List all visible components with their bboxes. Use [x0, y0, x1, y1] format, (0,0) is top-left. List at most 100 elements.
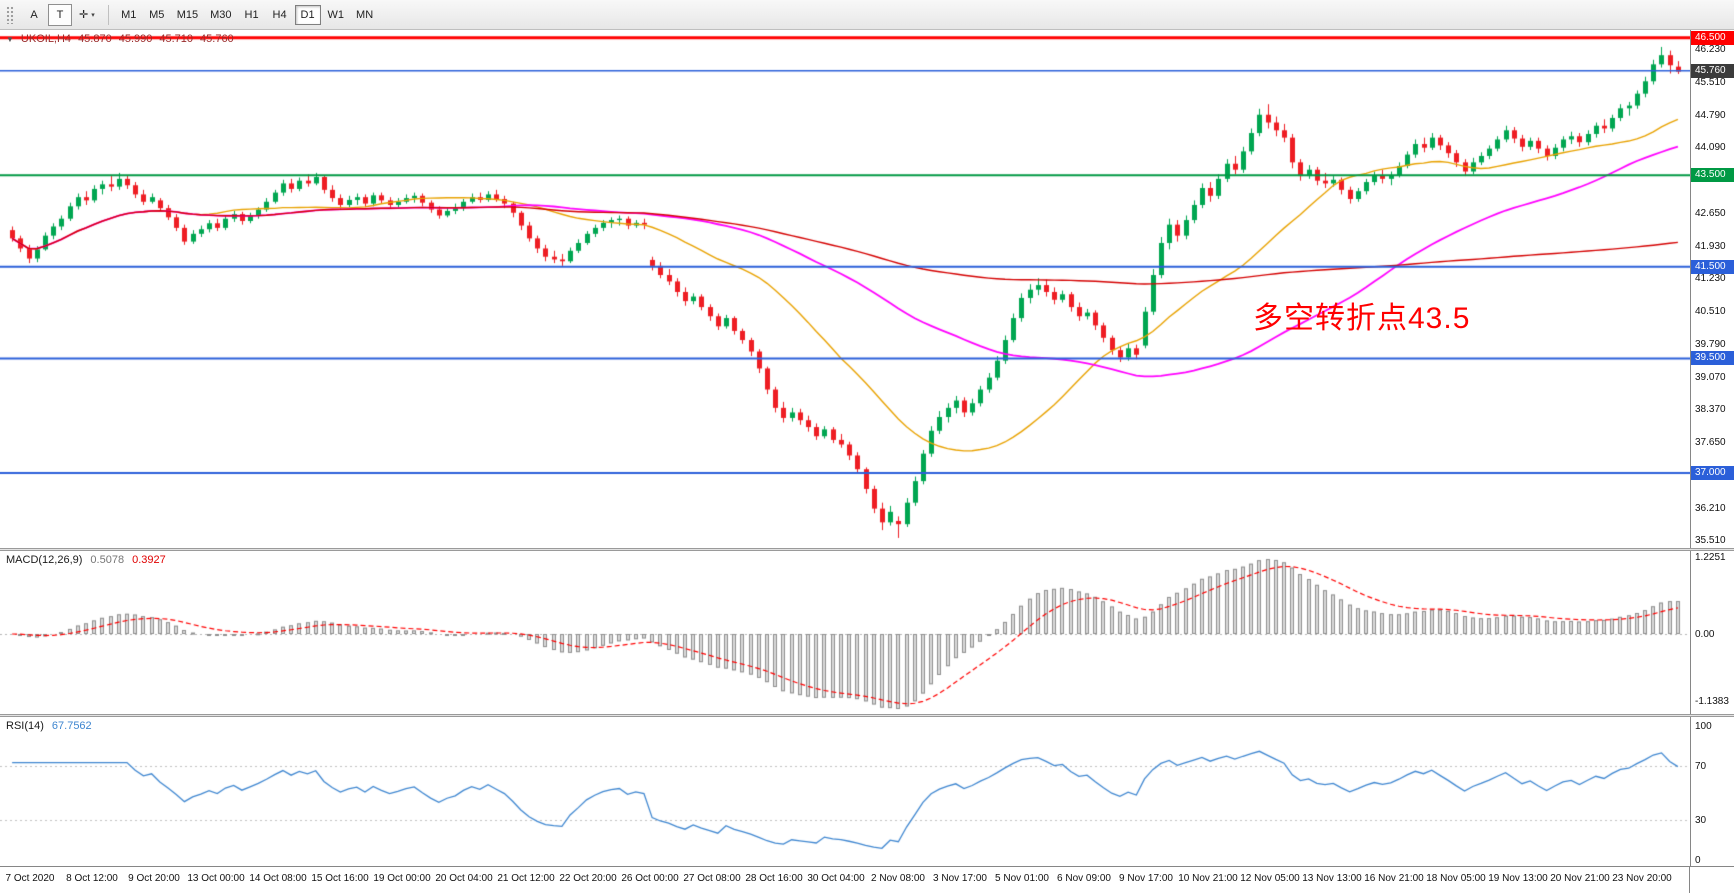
time-axis-label: 6 Nov 09:00: [1057, 873, 1111, 884]
time-axis-label: 13 Oct 00:00: [187, 873, 245, 884]
time-axis-label: 26 Oct 00:00: [621, 873, 679, 884]
macd-tick: -1.1383: [1695, 696, 1729, 707]
crosshair-icon: ✛: [79, 9, 89, 21]
time-axis-label: 27 Oct 08:00: [683, 873, 741, 884]
timeframe-button-w1[interactable]: W1: [323, 5, 350, 25]
price-line-label: 41.500: [1691, 259, 1734, 274]
panel-separator-macd[interactable]: [0, 548, 1734, 551]
price-tick: 45.510: [1695, 77, 1726, 89]
rsi-name: RSI(14): [6, 720, 44, 732]
time-axis-label: 12 Nov 05:00: [1240, 873, 1300, 884]
price-panel: ▼ UKOIL,H4 45.870 45.990 45.710 45.760 多…: [0, 30, 1734, 548]
toolbar-divider: [107, 4, 109, 25]
rsi-tick: 70: [1695, 761, 1707, 773]
price-tick: 39.790: [1695, 339, 1726, 351]
time-axis-label: 7 Oct 2020: [5, 873, 55, 884]
macd-panel: MACD(12,26,9) 0.5078 0.3927 1.2251 0.00 -1…: [0, 551, 1734, 714]
symbol-ohlc-header: ▼ UKOIL,H4 45.870 45.990 45.710 45.760: [6, 33, 234, 45]
price-line-label: 46.500: [1691, 30, 1734, 45]
rsi-tick: 0: [1695, 855, 1701, 866]
macd-label: MACD(12,26,9) 0.5078 0.3927: [6, 554, 166, 566]
text-tool-button[interactable]: T: [48, 3, 72, 26]
ohlc-open: 45.870: [78, 33, 112, 45]
symbol-collapse-icon[interactable]: ▼: [6, 34, 14, 44]
price-line-label: 43.500: [1691, 168, 1734, 183]
price-tick: 35.510: [1695, 535, 1726, 547]
price-line-label: 37.000: [1691, 465, 1734, 480]
panel-separator-rsi[interactable]: [0, 714, 1734, 717]
time-axis-label: 22 Oct 20:00: [559, 873, 617, 884]
chart-annotation-text[interactable]: 多空转折点43.5: [1253, 302, 1471, 335]
timeframe-button-m15[interactable]: M15: [172, 5, 203, 25]
rsi-tick: 30: [1695, 814, 1707, 826]
time-axis-label: 20 Nov 21:00: [1550, 873, 1610, 884]
price-tick: 44.090: [1695, 142, 1726, 154]
time-axis[interactable]: 7 Oct 2020 8 Oct 12:00 9 Oct 20:00 13 Oct 0…: [0, 866, 1734, 893]
time-axis-label: 8 Oct 12:00: [66, 873, 118, 884]
price-chart-canvas[interactable]: [0, 30, 1690, 548]
rsi-panel: RSI(14) 67.7562 100 70 30 0: [0, 717, 1734, 866]
timeframe-buttons: M1 M5 M15 M30 H1 H4 D1 W1 MN: [116, 4, 378, 25]
price-tick: 44.790: [1695, 110, 1726, 122]
rsi-canvas[interactable]: [0, 717, 1690, 866]
price-tick: 39.070: [1695, 372, 1726, 384]
timeframe-button-mn[interactable]: MN: [351, 5, 378, 25]
macd-name: MACD(12,26,9): [6, 554, 83, 566]
toolbar-grip[interactable]: [6, 5, 14, 24]
time-axis-label: 16 Nov 21:00: [1364, 873, 1424, 884]
rsi-value: 67.7562: [51, 720, 92, 732]
crosshair-tool-button[interactable]: ✛ ▾: [74, 4, 100, 26]
timeframe-button-m5[interactable]: M5: [144, 5, 170, 25]
time-axis-label: 30 Oct 04:00: [807, 873, 865, 884]
ohlc-close: 45.760: [200, 33, 234, 45]
time-axis-label: 5 Nov 01:00: [995, 873, 1049, 884]
timeframe-button-h4[interactable]: H4: [267, 5, 293, 25]
time-axis-label: 23 Nov 20:00: [1612, 873, 1672, 884]
timeframe-button-m1[interactable]: M1: [116, 5, 142, 25]
time-axis-label: 28 Oct 16:00: [745, 873, 803, 884]
ohlc-high: 45.990: [118, 33, 153, 45]
ohlc-low: 45.710: [159, 33, 194, 45]
macd-signal-value: 0.3927: [132, 554, 166, 566]
price-tick: 42.650: [1695, 208, 1726, 220]
chart-area: ▼ UKOIL,H4 45.870 45.990 45.710 45.760 多…: [0, 30, 1734, 893]
cursor-tool-button[interactable]: A: [22, 4, 46, 26]
price-tick: 40.510: [1695, 306, 1726, 318]
price-tick: 41.930: [1695, 241, 1726, 253]
price-scale[interactable]: 46.230 45.510 44.790 44.090 42.650 41.930 41.2…: [1690, 30, 1734, 548]
time-axis-label: 18 Nov 05:00: [1426, 873, 1486, 884]
time-axis-label: 13 Nov 13:00: [1302, 873, 1362, 884]
price-line-label: 39.500: [1691, 351, 1734, 366]
rsi-scale[interactable]: 100 70 30 0: [1690, 717, 1734, 866]
rsi-tick: 100: [1695, 721, 1712, 732]
price-tick: 36.210: [1695, 503, 1726, 515]
macd-tick: 1.2251: [1695, 552, 1726, 564]
timeframe-button-h1[interactable]: H1: [239, 5, 265, 25]
time-axis-label: 10 Nov 21:00: [1178, 873, 1238, 884]
symbol-timeframe-label: UKOIL,H4: [20, 33, 72, 45]
time-axis-label: 2 Nov 08:00: [871, 873, 925, 884]
price-tick: 38.370: [1695, 404, 1726, 416]
time-axis-label: 9 Oct 20:00: [128, 873, 180, 884]
macd-scale[interactable]: 1.2251 0.00 -1.1383: [1690, 551, 1734, 714]
time-axis-label: 20 Oct 04:00: [435, 873, 493, 884]
axis-corner: [1689, 867, 1734, 893]
dropdown-caret-icon: ▾: [91, 11, 95, 19]
time-axis-label: 3 Nov 17:00: [933, 873, 987, 884]
timeframe-button-m30[interactable]: M30: [205, 5, 236, 25]
price-tick: 41.230: [1695, 273, 1726, 285]
time-axis-label: 19 Nov 13:00: [1488, 873, 1548, 884]
macd-tick: 0.00: [1695, 629, 1715, 640]
time-axis-label: 14 Oct 08:00: [249, 873, 307, 884]
price-tick: 46.230: [1695, 44, 1726, 56]
time-axis-label: 19 Oct 00:00: [373, 873, 431, 884]
time-axis-label: 9 Nov 17:00: [1119, 873, 1173, 884]
rsi-label: RSI(14) 67.7562: [6, 720, 92, 732]
timeframe-button-d1[interactable]: D1: [294, 4, 321, 25]
chart-toolbar: A T ✛ ▾ M1 M5 M15 M30 H1 H4 D1 W1 MN: [0, 0, 1734, 30]
macd-main-value: 0.5078: [90, 554, 125, 566]
macd-canvas[interactable]: [0, 551, 1690, 714]
time-axis-label: 21 Oct 12:00: [497, 873, 555, 884]
price-line-label: 45.760: [1691, 63, 1734, 78]
